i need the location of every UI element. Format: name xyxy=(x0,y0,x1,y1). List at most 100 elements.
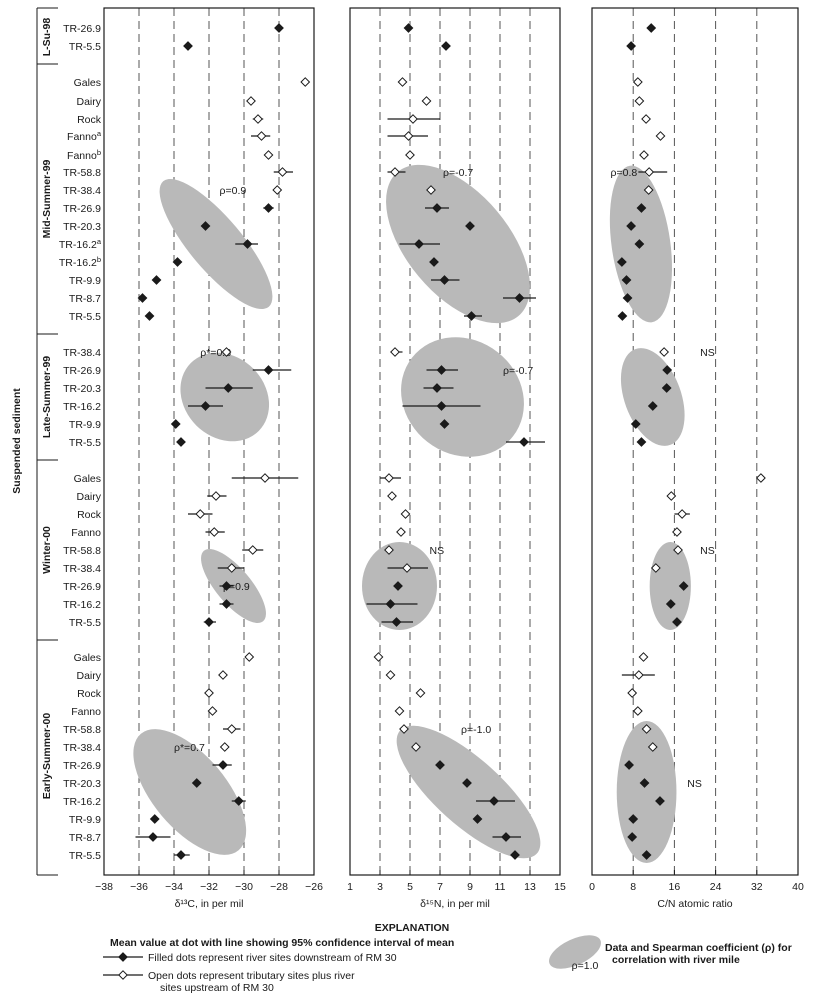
correlation-label: NS xyxy=(687,778,702,790)
row-label: Rock xyxy=(77,688,102,700)
open-data-point xyxy=(415,688,426,698)
row-label: Gales xyxy=(74,652,101,664)
tick-label: 3 xyxy=(377,881,383,893)
explanation-title: EXPLANATION xyxy=(374,922,450,934)
legend-ellipse xyxy=(549,935,601,969)
filled-data-point xyxy=(242,239,253,249)
open-data-point xyxy=(246,96,256,106)
side-label: Suspended sediment xyxy=(11,388,23,494)
correlation-ellipse xyxy=(386,164,530,324)
filled-data-point xyxy=(170,419,181,429)
x-axis-title: δ¹⁵N, in per mil xyxy=(420,898,490,910)
open-data-point xyxy=(204,688,214,698)
open-data-point xyxy=(209,527,220,537)
open-data-point xyxy=(272,185,283,195)
filled-data-point xyxy=(630,419,641,429)
filled-data-point xyxy=(432,203,442,213)
open-data-point xyxy=(633,670,644,680)
filled-data-point xyxy=(624,760,634,770)
filled-data-point xyxy=(233,796,244,806)
row-label: TR-20.3 xyxy=(63,383,101,395)
open-data-point xyxy=(247,545,258,555)
filled-data-point xyxy=(626,41,637,51)
open-data-point xyxy=(673,545,683,555)
open-data-point xyxy=(277,167,288,177)
open-data-point xyxy=(405,150,415,160)
open-data-point xyxy=(221,347,232,357)
tick-label: 40 xyxy=(792,881,804,893)
panel-3: ρ=0.8 NS NS NS 0 8 16 24 32 40 C/N atomic ratio xyxy=(589,7,804,910)
open-data-point xyxy=(639,150,649,160)
open-data-point xyxy=(659,347,670,357)
row-label: TR-26.9 xyxy=(63,23,101,35)
tick-label: 9 xyxy=(467,881,473,893)
filled-data-point xyxy=(519,437,529,447)
row-label: TR-8.7 xyxy=(69,293,101,305)
filled-data-point xyxy=(391,617,402,627)
plot-frame xyxy=(349,7,561,876)
filled-data-point xyxy=(439,275,450,285)
row-label: TR-9.9 xyxy=(69,419,101,431)
open-data-point xyxy=(408,114,418,124)
tick-label: 16 xyxy=(669,881,681,893)
tick-label: 24 xyxy=(710,881,722,893)
filled-data-point xyxy=(665,599,676,609)
correlation-ellipse xyxy=(620,348,685,446)
open-data-point xyxy=(218,670,228,680)
group-label: Early-Summer-00 xyxy=(41,713,53,800)
row-label: TR-16.2 xyxy=(63,796,101,808)
tick-label: −30 xyxy=(235,881,253,893)
group-label: L-Su-98 xyxy=(41,18,53,57)
tick-label: 1 xyxy=(347,881,353,893)
group-labels: L-Su-98 Mid-Summer-99 Late-Summer-99 Winter… xyxy=(36,7,58,876)
open-data-point xyxy=(244,652,255,662)
open-data-point xyxy=(421,96,432,106)
row-label: TR-58.8 xyxy=(63,545,101,557)
filled-data-point xyxy=(385,599,396,609)
filled-data-point xyxy=(441,41,451,51)
filled-data-point xyxy=(514,293,525,303)
filled-data-point xyxy=(149,814,160,824)
filled-data-point xyxy=(223,383,234,393)
filled-data-point xyxy=(151,275,162,285)
open-data-point xyxy=(627,688,638,698)
row-label: TR-58.8 xyxy=(63,167,101,179)
correlation-label: ρ=0.9 xyxy=(223,581,250,593)
row-label: Fanno xyxy=(71,706,101,718)
open-data-point xyxy=(387,491,397,501)
open-data-point xyxy=(256,131,267,141)
filled-data-point xyxy=(510,850,520,860)
row-label: TR-20.3 xyxy=(63,221,101,233)
open-data-point xyxy=(211,491,221,501)
row-label: TR-58.8 xyxy=(63,724,101,736)
filled-data-point xyxy=(661,383,672,393)
open-data-point xyxy=(644,167,655,177)
open-data-point xyxy=(253,114,263,124)
open-data-point xyxy=(641,114,651,124)
open-data-point xyxy=(426,185,436,195)
open-data-point xyxy=(207,706,218,716)
legend-mean-title: Mean value at dot with line showing 95% … xyxy=(110,937,455,949)
correlation-ellipse xyxy=(616,721,677,863)
correlation-ellipse xyxy=(401,337,524,457)
filled-data-point xyxy=(678,581,689,591)
filled-data-point xyxy=(429,257,439,267)
tick-label: −36 xyxy=(130,881,148,893)
filled-data-point xyxy=(172,257,183,267)
row-label: TR-38.4 xyxy=(63,742,101,754)
filled-data-point xyxy=(435,760,445,770)
tick-label: −34 xyxy=(165,881,183,893)
filled-data-point xyxy=(221,581,232,591)
group-label: Mid-Summer-99 xyxy=(41,159,53,238)
filled-data-point xyxy=(263,203,274,213)
correlation-label: NS xyxy=(700,347,715,359)
row-label: Gales xyxy=(74,473,101,485)
open-data-point xyxy=(650,563,661,573)
filled-data-point xyxy=(439,419,450,429)
correlation-label: ρ=-0.7 xyxy=(443,167,473,179)
legend-filled-marker xyxy=(118,952,128,962)
tick-label: 11 xyxy=(495,881,506,893)
row-label: TR-38.4 xyxy=(63,563,101,575)
tick-label: 8 xyxy=(630,881,636,893)
